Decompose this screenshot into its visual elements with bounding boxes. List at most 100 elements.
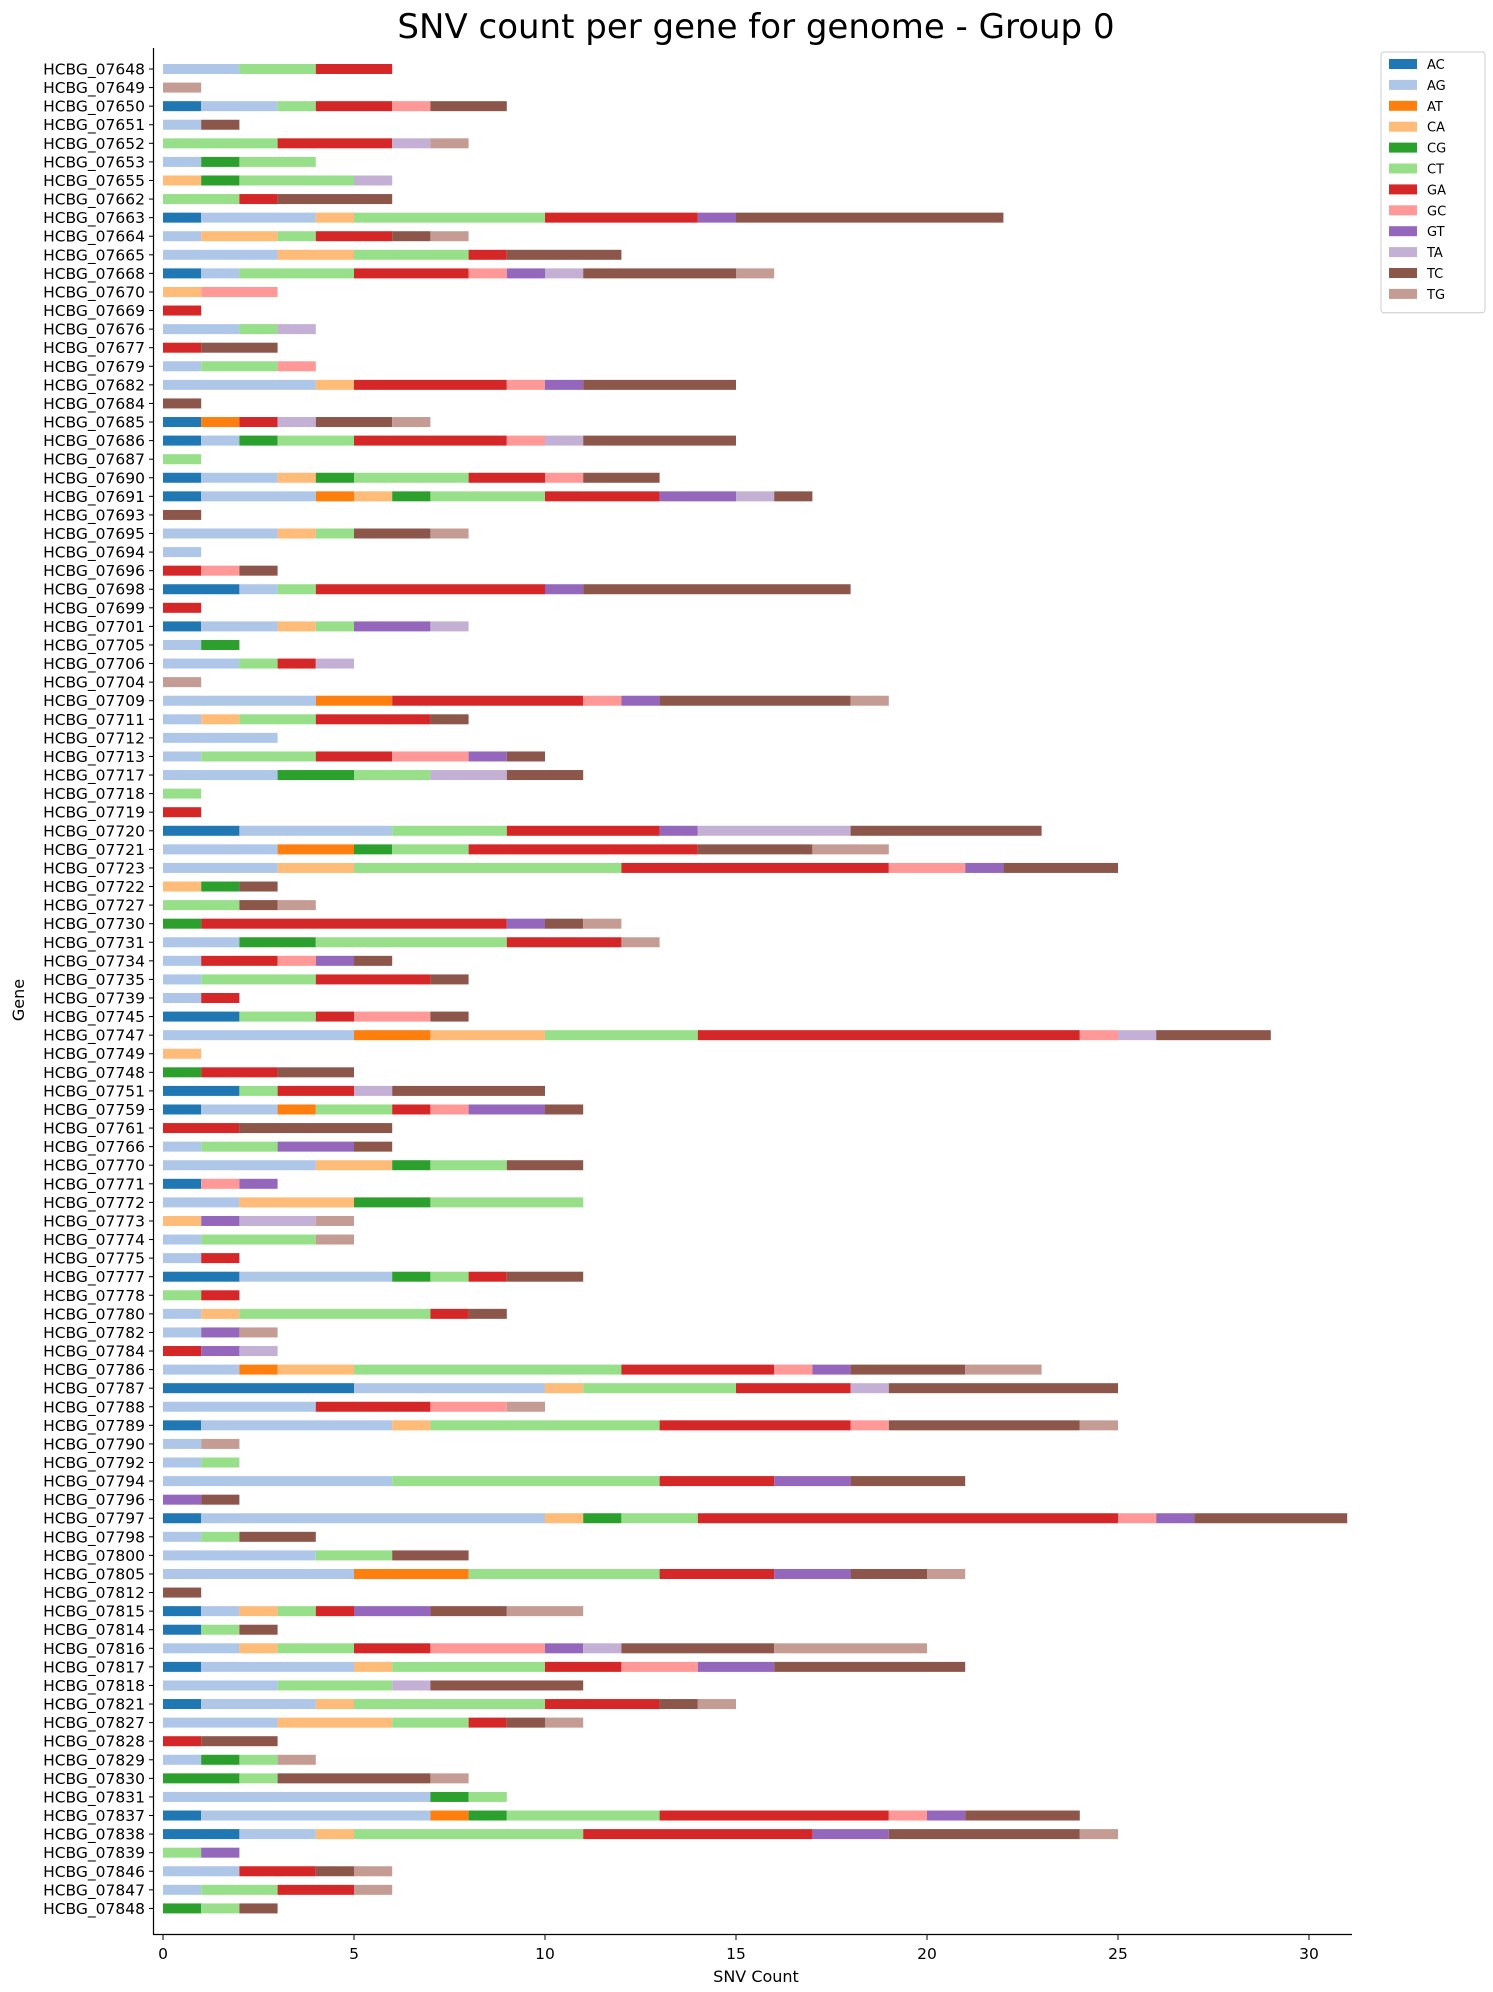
bar-segment-HCBG_07766-TC [354,1141,393,1152]
y-tick-label: HCBG_07653 [43,153,145,172]
legend-swatch-GA [1389,184,1417,195]
bar-segment-HCBG_07815-AC [163,1606,202,1617]
bar-segment-HCBG_07773-TA [239,1215,316,1226]
bar-segment-HCBG_07695-CA [277,528,316,539]
bar-segment-HCBG_07838-GT [812,1829,889,1840]
bar-segment-HCBG_07839-CT [163,1847,202,1858]
bar-segment-HCBG_07759-CT [315,1104,393,1115]
bar-segment-HCBG_07698-CT [277,584,316,595]
bar-segment-HCBG_07777-CT [430,1271,469,1282]
bar-segment-HCBG_07668-GC [468,268,507,279]
bar-segment-HCBG_07679-CT [201,361,278,372]
y-tick-label: HCBG_07837 [43,1807,145,1826]
y-tick-label: HCBG_07655 [43,172,145,191]
bar-segment-HCBG_07784-TA [239,1346,278,1357]
bar-segment-HCBG_07723-TC [1003,862,1118,873]
bar-segment-HCBG_07817-AG [201,1661,354,1672]
bar-segment-HCBG_07815-GA [315,1606,354,1617]
y-tick-label: HCBG_07766 [43,1138,145,1157]
bar-segment-HCBG_07706-CT [239,658,278,669]
y-tick-label: HCBG_07704 [43,674,145,693]
bar-segment-HCBG_07827-TC [506,1717,545,1728]
y-tick-label: HCBG_07685 [43,414,145,433]
bar-segment-HCBG_07814-AC [163,1624,202,1635]
bar-segment-HCBG_07789-TC [888,1420,1080,1431]
bar-segment-HCBG_07651-TC [201,119,240,130]
bar-segment-HCBG_07847-CT [201,1884,278,1895]
bar-segment-HCBG_07663-GT [697,212,736,223]
bar-segment-HCBG_07713-TC [506,751,545,762]
bar-segment-HCBG_07817-GA [545,1661,622,1672]
bar-segment-HCBG_07784-GT [201,1346,240,1357]
bar-segment-HCBG_07722-CG [201,881,240,892]
bar-segment-HCBG_07696-GA [163,565,202,576]
bar-segment-HCBG_07828-TC [201,1736,278,1747]
bar-segment-HCBG_07705-CG [201,639,240,650]
y-tick-label: HCBG_07847 [43,1881,145,1900]
bar-segment-HCBG_07652-CT [163,138,278,149]
bar-segment-HCBG_07721-AT [277,844,354,855]
bar-segment-HCBG_07747-TC [1156,1030,1271,1041]
bar-segment-HCBG_07650-GA [315,101,393,112]
bar-segment-HCBG_07787-CT [583,1383,736,1394]
bar-segment-HCBG_07786-TC [850,1364,966,1375]
y-tick-label: HCBG_07792 [43,1454,145,1473]
bar-segment-HCBG_07838-TG [1079,1829,1118,1840]
bar-segment-HCBG_07711-CA [201,714,240,725]
bar-segment-HCBG_07790-AG [163,1438,202,1449]
legend-label-AC: AC [1427,58,1445,73]
y-tick-label: HCBG_07774 [43,1231,145,1250]
bar-segment-HCBG_07786-GA [621,1364,775,1375]
y-tick-label: HCBG_07686 [43,432,145,451]
bar-segment-HCBG_07698-AC [163,584,240,595]
y-tick-label: HCBG_07759 [43,1101,145,1120]
bar-segment-HCBG_07786-CT [354,1364,622,1375]
bar-segment-HCBG_07782-AG [163,1327,202,1338]
bar-segment-HCBG_07721-CG [354,844,393,855]
bar-segment-HCBG_07668-CT [239,268,354,279]
legend-label-TA: TA [1426,246,1443,261]
bar-segment-HCBG_07731-CT [315,937,507,948]
bar-segment-HCBG_07848-TC [239,1903,278,1914]
bar-segment-HCBG_07652-TG [430,138,469,149]
legend-swatch-CA [1389,121,1417,132]
bar-segment-HCBG_07797-CG [583,1513,622,1524]
bars-group [163,64,1348,1914]
legend-swatch-AT [1389,100,1417,111]
bar-segment-HCBG_07720-AG [239,825,393,836]
bar-segment-HCBG_07837-AT [430,1810,469,1821]
y-tick-label: HCBG_07848 [43,1900,145,1919]
bar-segment-HCBG_07817-TC [774,1661,966,1672]
y-tick-label: HCBG_07829 [43,1751,145,1770]
bar-segment-HCBG_07751-GA [277,1085,354,1096]
bar-segment-HCBG_07698-AG [239,584,278,595]
bar-segment-HCBG_07846-TC [315,1866,354,1877]
bar-segment-HCBG_07838-AG [239,1829,316,1840]
bar-segment-HCBG_07713-GA [315,751,393,762]
y-tick-label: HCBG_07695 [43,525,145,544]
bar-segment-HCBG_07788-TG [506,1401,545,1412]
bar-segment-HCBG_07664-TC [392,231,431,242]
bar-segment-HCBG_07787-TC [888,1383,1118,1394]
bar-segment-HCBG_07797-AC [163,1513,202,1524]
bar-segment-HCBG_07655-TA [354,175,393,186]
bar-segment-HCBG_07816-GT [545,1643,584,1654]
y-tick-label: HCBG_07786 [43,1361,145,1380]
bar-segment-HCBG_07711-TC [430,714,469,725]
bar-segment-HCBG_07815-CA [239,1606,278,1617]
bar-segment-HCBG_07745-GA [315,1011,354,1022]
y-tick-label: HCBG_07682 [43,376,145,395]
bar-segment-HCBG_07830-CG [163,1773,240,1784]
y-tick-label: HCBG_07818 [43,1677,145,1696]
bar-segment-HCBG_07786-GC [774,1364,813,1375]
bar-segment-HCBG_07830-TG [430,1773,469,1784]
bar-segment-HCBG_07775-AG [163,1253,202,1264]
bar-segment-HCBG_07818-AG [163,1680,278,1691]
bar-segment-HCBG_07665-CT [354,249,469,260]
legend-label-GA: GA [1427,183,1446,198]
bar-segment-HCBG_07796-GT [163,1494,202,1505]
bar-segment-HCBG_07761-GA [163,1123,240,1134]
bar-segment-HCBG_07662-GA [239,194,278,205]
bar-segment-HCBG_07751-TA [354,1085,393,1096]
y-tick-label: HCBG_07846 [43,1863,145,1882]
